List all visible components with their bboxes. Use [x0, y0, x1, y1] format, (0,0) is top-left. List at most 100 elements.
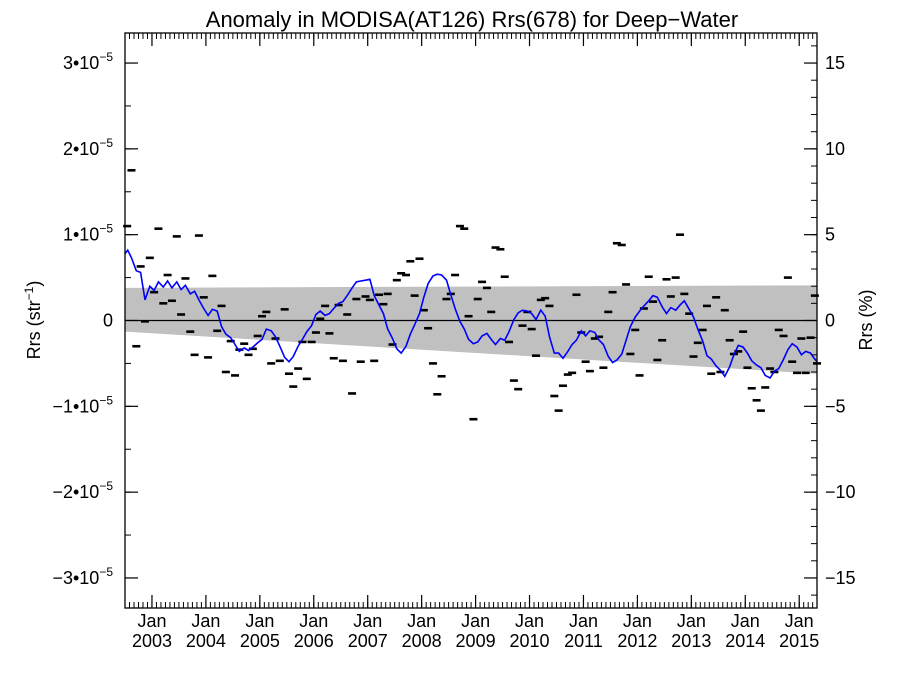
data-marker — [343, 313, 352, 316]
data-marker — [774, 328, 783, 332]
data-marker — [352, 297, 361, 301]
data-marker — [334, 303, 343, 307]
data-marker — [365, 298, 374, 302]
data-marker — [541, 296, 550, 300]
data-marker — [294, 367, 303, 370]
x-tick-year: 2010 — [509, 631, 549, 651]
data-marker — [766, 367, 775, 370]
data-marker — [491, 246, 500, 249]
data-marker — [181, 277, 190, 280]
x-tick-year: 2003 — [132, 631, 172, 651]
data-marker — [284, 372, 293, 376]
data-marker — [433, 393, 442, 396]
data-marker — [159, 302, 168, 305]
data-marker — [604, 310, 613, 314]
data-marker — [644, 275, 653, 279]
data-marker — [505, 340, 514, 344]
x-tick-year: 2013 — [671, 631, 711, 651]
data-marker — [280, 308, 289, 311]
data-marker — [154, 227, 163, 230]
data-marker — [482, 286, 491, 290]
data-marker — [756, 409, 765, 412]
data-marker — [743, 366, 752, 370]
data-marker — [698, 328, 707, 332]
data-marker — [793, 371, 802, 375]
data-marker — [140, 320, 149, 323]
data-marker — [194, 234, 203, 237]
data-marker — [419, 308, 428, 312]
data-marker — [383, 292, 392, 296]
plot-area — [123, 32, 821, 609]
data-marker — [307, 340, 316, 344]
x-tick-month: Jan — [515, 611, 544, 631]
data-marker — [514, 387, 523, 391]
data-marker — [563, 373, 572, 376]
x-tick-year: 2009 — [456, 631, 496, 651]
x-tick-month: Jan — [191, 611, 220, 631]
data-marker — [248, 347, 257, 351]
data-marker — [487, 310, 496, 314]
data-marker — [788, 360, 797, 363]
data-markers — [123, 169, 821, 421]
data-marker — [496, 247, 505, 251]
data-marker — [302, 377, 311, 381]
data-marker — [199, 296, 208, 299]
data-marker — [226, 339, 235, 343]
data-marker — [150, 290, 159, 294]
y-axis-label-right: Rrs (%) — [856, 290, 876, 351]
data-marker — [599, 366, 608, 370]
data-marker — [590, 337, 599, 340]
data-marker — [267, 362, 276, 365]
data-marker — [172, 235, 181, 238]
data-marker — [123, 224, 132, 228]
x-tick-month: Jan — [245, 611, 274, 631]
data-marker — [558, 384, 567, 388]
x-tick-year: 2014 — [725, 631, 765, 651]
data-marker — [612, 241, 621, 245]
data-marker — [568, 371, 577, 375]
data-marker — [585, 369, 594, 373]
y-tick-label: −3•10−5 — [52, 565, 113, 588]
data-marker — [478, 280, 487, 284]
data-marker — [397, 271, 406, 275]
data-marker — [415, 257, 424, 261]
data-marker — [734, 350, 743, 353]
y-tick-label: 3•10−5 — [63, 50, 113, 73]
y-tick-label: −2•10−5 — [52, 479, 113, 502]
data-marker — [402, 273, 411, 277]
data-marker — [253, 334, 262, 338]
x-tick-month: Jan — [731, 611, 760, 631]
data-marker — [518, 324, 527, 327]
data-marker — [321, 304, 330, 308]
data-marker — [801, 371, 810, 375]
data-marker — [662, 278, 671, 281]
data-marker — [451, 273, 460, 277]
data-marker — [289, 385, 298, 388]
x-tick-month: Jan — [677, 611, 706, 631]
y-tick-label: 1•10−5 — [63, 222, 113, 245]
x-tick-year: 2015 — [779, 631, 819, 651]
data-marker — [712, 296, 721, 299]
data-marker — [204, 356, 213, 359]
data-marker — [217, 304, 226, 308]
data-marker — [739, 330, 748, 333]
data-marker — [356, 360, 365, 363]
data-marker — [658, 338, 667, 342]
x-tick-month: Jan — [137, 611, 166, 631]
data-marker — [635, 374, 644, 377]
data-marker — [375, 293, 384, 297]
data-marker — [361, 295, 370, 298]
data-marker — [545, 304, 554, 308]
data-marker — [275, 359, 284, 363]
data-marker — [145, 256, 154, 260]
data-marker — [244, 353, 253, 357]
data-marker — [410, 294, 419, 297]
data-marker — [190, 353, 199, 357]
x-tick-month: Jan — [785, 611, 814, 631]
x-tick-month: Jan — [461, 611, 490, 631]
data-marker — [406, 259, 415, 263]
data-marker — [693, 341, 702, 345]
data-marker — [550, 394, 559, 398]
data-marker — [442, 297, 451, 301]
data-marker — [316, 317, 325, 321]
